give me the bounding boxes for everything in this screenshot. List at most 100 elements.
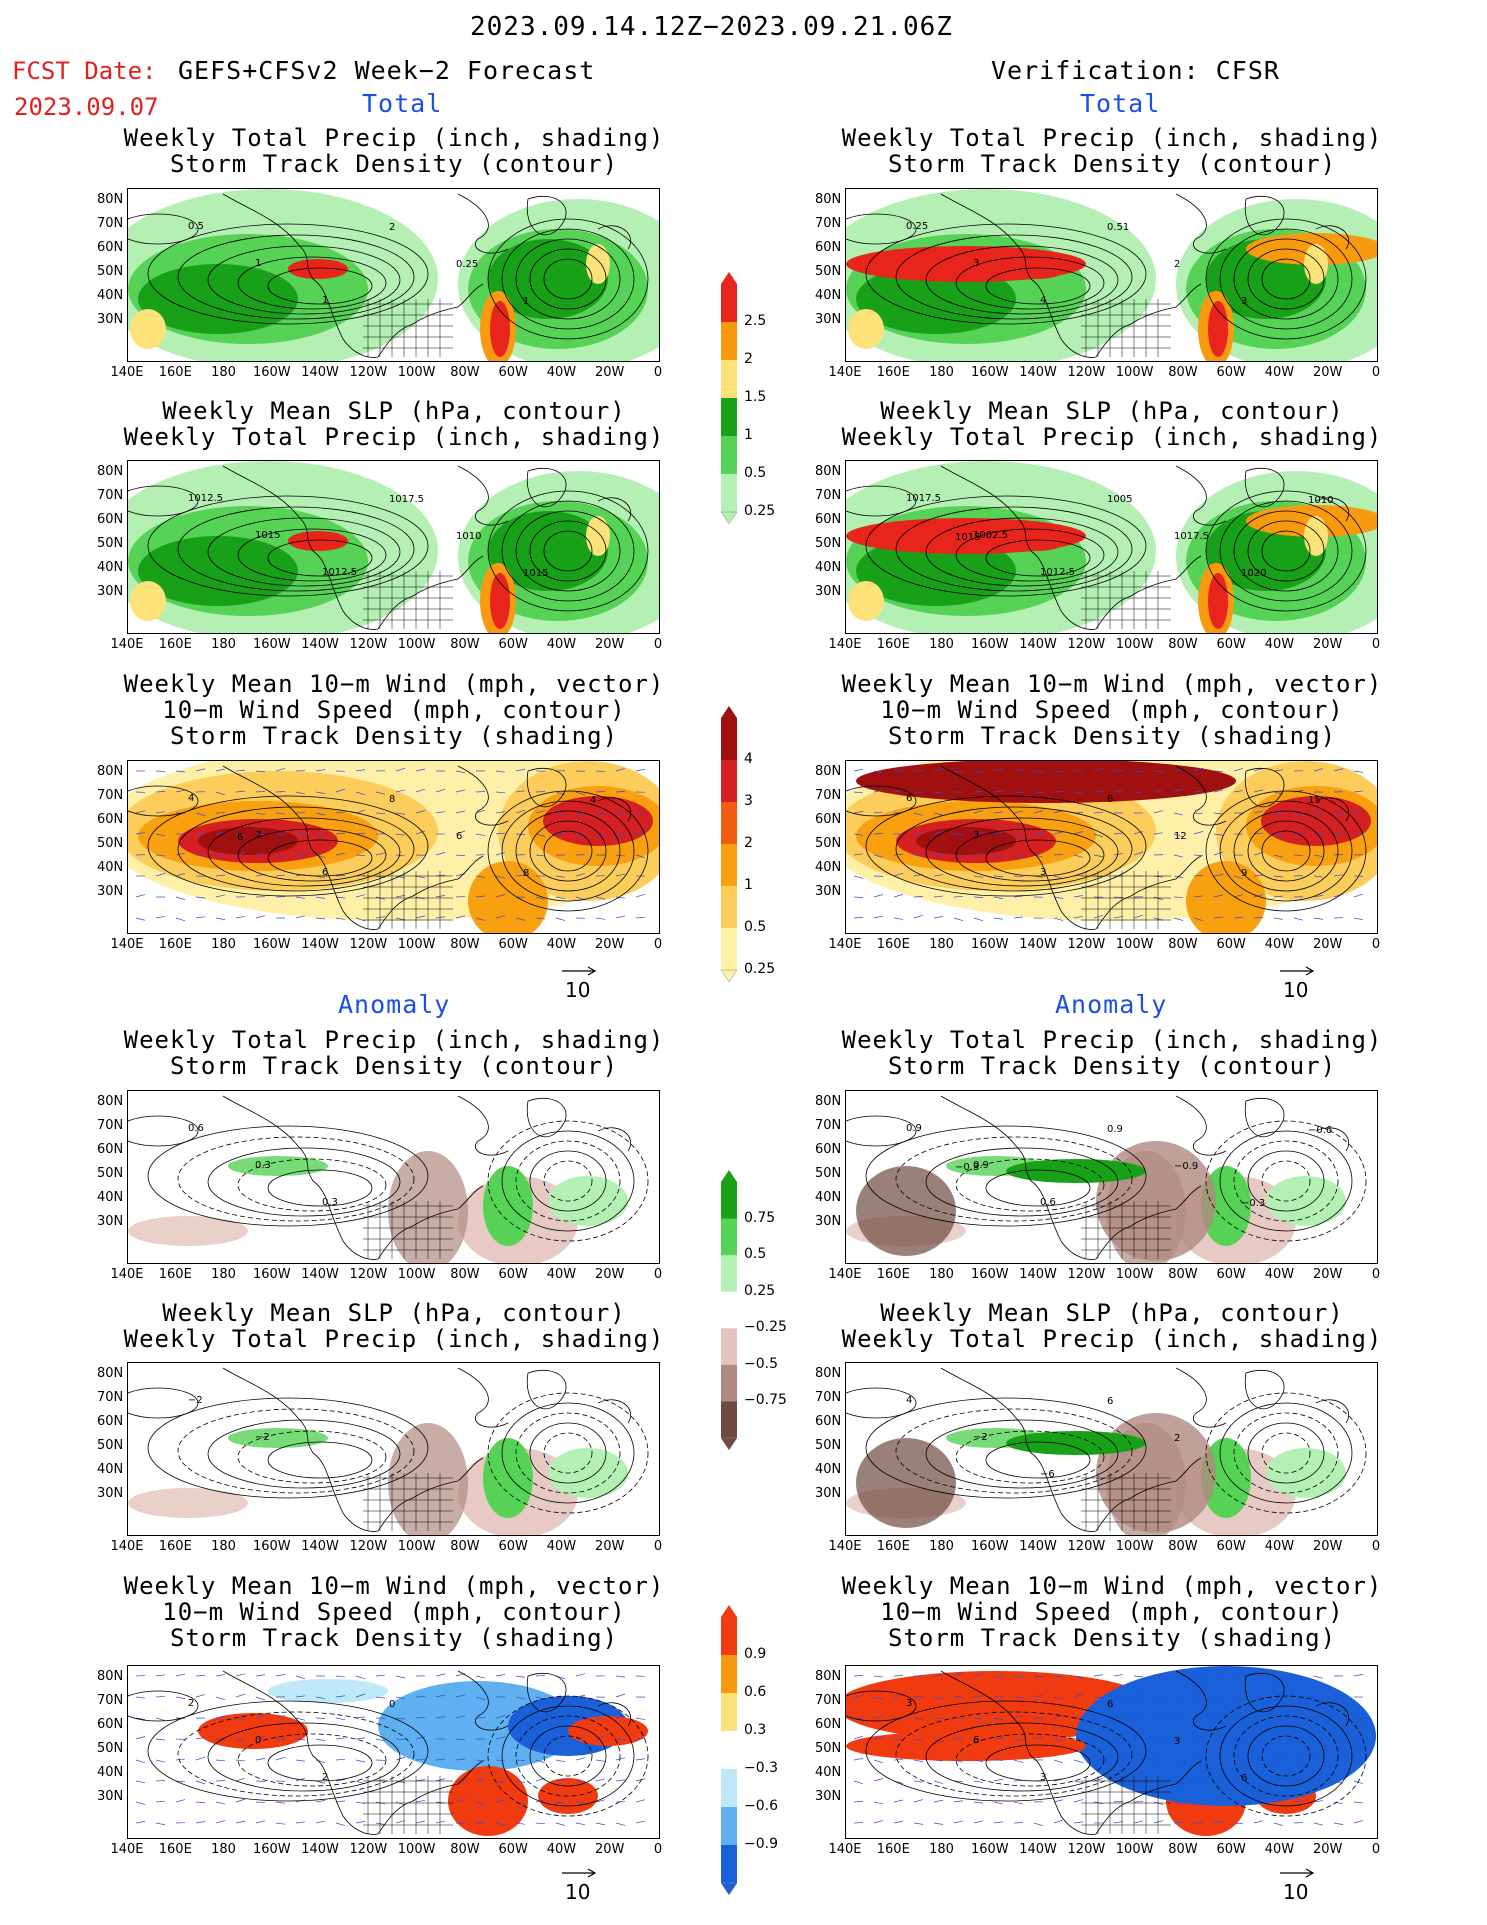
wind-vector xyxy=(993,1778,1004,1782)
wind-vector xyxy=(993,875,1004,878)
colorbar-segment xyxy=(721,1731,737,1770)
longitude-label: 140E xyxy=(828,365,862,380)
contour-line xyxy=(925,245,1119,315)
wind-vector xyxy=(275,874,286,877)
longitude-label: 100W xyxy=(397,365,436,380)
wind-vector xyxy=(1033,832,1044,835)
contour-line xyxy=(1205,1695,1367,1817)
contour-line xyxy=(1233,1715,1339,1797)
wind-vector xyxy=(873,1715,884,1719)
colorbar-label: −0.6 xyxy=(744,1798,778,1814)
wind-vector xyxy=(1093,811,1104,814)
longitude-label: 40W xyxy=(546,637,577,652)
wind-vector xyxy=(335,896,346,899)
wind-vector xyxy=(195,1821,206,1824)
wind-vector xyxy=(275,1822,286,1825)
wind-vector xyxy=(635,1758,646,1761)
period-title: 2023.09.14.12Z−2023.09.21.06Z xyxy=(470,12,953,42)
wind-vector xyxy=(1093,1674,1104,1677)
wind-vector xyxy=(1073,1675,1084,1679)
wind-vector xyxy=(555,1716,566,1719)
map-panel-p7: 0.6 0.3 0.3 xyxy=(127,1090,660,1264)
contour-label: 1015 xyxy=(255,530,280,541)
forecast-model-label: GEFS+CFSv2 Week−2 Forecast xyxy=(178,56,596,85)
longitude-label: 100W xyxy=(1115,937,1154,952)
colorbar-segment xyxy=(721,760,737,803)
contour-label: 1012.5 xyxy=(188,493,223,504)
wind-vector xyxy=(1173,1715,1184,1719)
wind-vector xyxy=(1313,854,1324,858)
vector-reference-label: 10 xyxy=(565,978,591,1002)
wind-vector xyxy=(873,1778,884,1782)
contour-line xyxy=(128,1387,199,1419)
longitude-label: 0 xyxy=(1371,1267,1381,1282)
colorbar-segment xyxy=(721,1655,737,1694)
wind-vector xyxy=(635,1717,646,1720)
contour-line xyxy=(895,806,1133,892)
wind-vector xyxy=(973,1801,984,1804)
colorbar-segment xyxy=(721,284,737,323)
vector-reference-arrow xyxy=(1280,966,1315,976)
longitude-label: 80W xyxy=(1168,1267,1198,1282)
longitude-label: 160W xyxy=(252,365,291,380)
colorbar-label: 1 xyxy=(744,427,753,443)
wind-vector xyxy=(335,1737,346,1740)
wind-vector xyxy=(255,833,266,836)
wind-vector xyxy=(913,914,924,919)
wind-vector xyxy=(1213,1800,1224,1803)
contour-label: 1010 xyxy=(456,531,481,542)
contour-label: 1015 xyxy=(955,532,980,543)
contour-line xyxy=(865,1700,1147,1802)
contour-line xyxy=(846,1690,917,1722)
wind-vector xyxy=(315,1800,326,1803)
wind-vector xyxy=(993,896,1004,900)
wind-vector xyxy=(475,809,486,814)
latitude-label: 80N xyxy=(815,192,842,207)
wind-vector xyxy=(993,831,1004,835)
contour-label: 1020 xyxy=(1241,568,1266,579)
wind-vector xyxy=(893,872,904,877)
wind-vector xyxy=(853,833,864,836)
longitude-label: 120W xyxy=(349,937,388,952)
wind-vector xyxy=(873,854,884,858)
latitude-label: 30N xyxy=(97,312,124,327)
wind-vector xyxy=(515,917,526,921)
contour-line xyxy=(1205,218,1367,340)
wind-vector xyxy=(1193,917,1204,922)
contour-line xyxy=(1219,1130,1353,1232)
latitude-label: 30N xyxy=(97,584,124,599)
wind-vector xyxy=(1293,1696,1304,1700)
panel-title: Weekly Total Precip (inch, shading) Storm… xyxy=(841,1026,1383,1080)
longitude-label: 60W xyxy=(498,1842,528,1857)
wind-vector xyxy=(575,1780,586,1784)
wind-vector xyxy=(1053,917,1064,921)
contour-label: 6 xyxy=(1107,794,1113,805)
wind-vector xyxy=(1293,1738,1304,1742)
contour-line xyxy=(128,1690,199,1722)
wind-vector xyxy=(873,1801,884,1805)
contour-label: 1 xyxy=(255,258,261,269)
wind-vector xyxy=(435,811,446,814)
longitude-label: 100W xyxy=(1115,365,1154,380)
shading-region xyxy=(1096,1141,1216,1261)
longitude-label: 60W xyxy=(1216,1539,1246,1554)
longitude-label: 20W xyxy=(595,1267,625,1282)
wind-vector xyxy=(475,1759,486,1762)
contour-line xyxy=(1205,490,1367,612)
contour-line xyxy=(501,1402,635,1504)
latitude-label: 60N xyxy=(97,1414,124,1429)
contour-label: 4 xyxy=(188,793,194,804)
longitude-label: 140E xyxy=(828,1842,862,1857)
wind-vector xyxy=(375,1674,386,1677)
longitude-label: 80W xyxy=(450,365,480,380)
shading-region xyxy=(1304,516,1328,556)
wind-vector xyxy=(1273,1717,1284,1722)
wind-vector xyxy=(1073,895,1084,898)
wind-vector xyxy=(415,768,426,772)
longitude-label: 100W xyxy=(397,937,436,952)
colorbar-label: 2 xyxy=(744,835,753,851)
longitude-label: 60W xyxy=(1216,937,1246,952)
contour-label: 1015 xyxy=(523,568,548,579)
longitude-label: 20W xyxy=(595,1842,625,1857)
wind-vector xyxy=(255,1801,266,1804)
